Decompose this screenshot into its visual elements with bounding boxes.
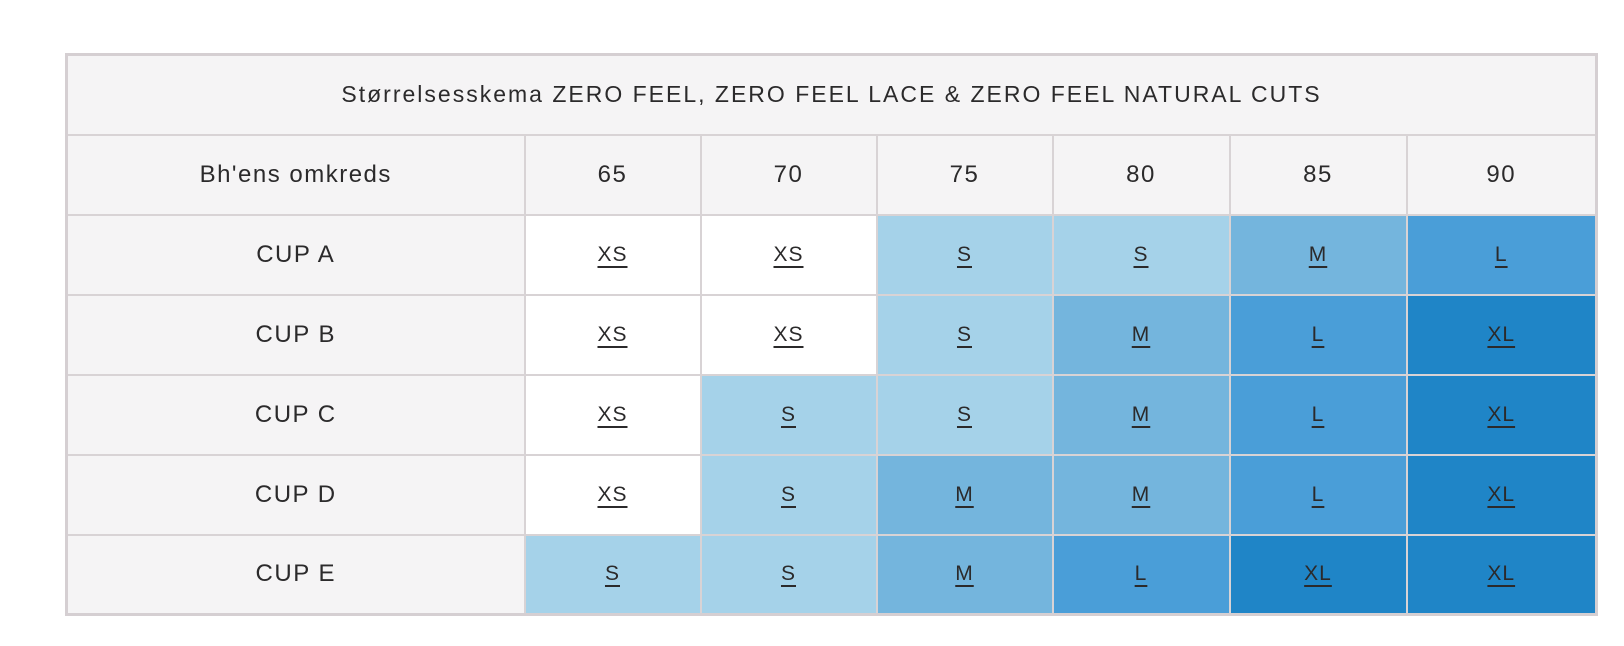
size-cell-cupD-90[interactable]: XL <box>1405 453 1598 536</box>
size-link[interactable]: XS <box>597 482 628 506</box>
row-label-cup-e: CUP E <box>65 533 526 616</box>
size-cell-cupB-80[interactable]: M <box>1051 293 1231 376</box>
size-link[interactable]: M <box>1131 402 1151 426</box>
size-cell-cupC-80[interactable]: M <box>1051 373 1231 456</box>
size-cell-cupA-65[interactable]: XS <box>523 213 702 296</box>
size-cell-cupE-70[interactable]: S <box>699 533 878 616</box>
size-cell-cupB-65[interactable]: XS <box>523 293 702 376</box>
size-link[interactable]: XL <box>1487 562 1516 586</box>
row-label-cup-b: CUP B <box>65 293 526 376</box>
table-row-cup-c: CUP C XS S S M L XL <box>65 373 1598 456</box>
size-link[interactable]: S <box>956 402 972 426</box>
size-cell-cupA-90[interactable]: L <box>1405 213 1598 296</box>
size-cell-cupB-75[interactable]: S <box>875 293 1054 376</box>
title-row: Størrelsesskema ZERO FEEL, ZERO FEEL LAC… <box>65 53 1598 136</box>
size-cell-cupD-80[interactable]: M <box>1051 453 1231 536</box>
size-link[interactable]: L <box>1311 482 1325 506</box>
size-link[interactable]: S <box>780 402 796 426</box>
table-title: Størrelsesskema ZERO FEEL, ZERO FEEL LAC… <box>65 53 1598 136</box>
size-cell-cupA-80[interactable]: S <box>1051 213 1231 296</box>
size-cell-cupE-90[interactable]: XL <box>1405 533 1598 616</box>
row-label-cup-c: CUP C <box>65 373 526 456</box>
header-band-80: 80 <box>1051 133 1231 216</box>
size-link[interactable]: XL <box>1487 482 1516 506</box>
size-cell-cupC-75[interactable]: S <box>875 373 1054 456</box>
size-cell-cupE-75[interactable]: M <box>875 533 1054 616</box>
size-cell-cupA-85[interactable]: M <box>1228 213 1408 296</box>
header-band-65: 65 <box>523 133 702 216</box>
header-band-90: 90 <box>1405 133 1598 216</box>
size-cell-cupC-70[interactable]: S <box>699 373 878 456</box>
size-cell-cupC-65[interactable]: XS <box>523 373 702 456</box>
size-link[interactable]: XS <box>773 322 804 346</box>
size-link[interactable]: XL <box>1487 322 1516 346</box>
size-link[interactable]: XS <box>597 402 628 426</box>
table-row-cup-a: CUP A XS XS S S M L <box>65 213 1598 296</box>
size-link[interactable]: L <box>1311 402 1325 426</box>
size-link[interactable]: XS <box>597 242 628 266</box>
size-cell-cupD-75[interactable]: M <box>875 453 1054 536</box>
size-link[interactable]: S <box>604 562 620 586</box>
size-chart-table: Størrelsesskema ZERO FEEL, ZERO FEEL LAC… <box>65 53 1599 616</box>
size-link[interactable]: M <box>955 562 974 586</box>
row-label-cup-a: CUP A <box>65 213 526 296</box>
size-cell-cupA-75[interactable]: S <box>875 213 1054 296</box>
size-link[interactable]: XS <box>597 322 628 346</box>
size-cell-cupE-65[interactable]: S <box>523 533 702 616</box>
size-link[interactable]: S <box>956 322 972 346</box>
size-chart: Størrelsesskema ZERO FEEL, ZERO FEEL LAC… <box>65 53 1599 616</box>
size-link[interactable]: S <box>956 242 972 266</box>
size-link[interactable]: XL <box>1304 562 1332 586</box>
table-row-cup-d: CUP D XS S M M L XL <box>65 453 1598 536</box>
size-cell-cupB-90[interactable]: XL <box>1405 293 1598 376</box>
header-band-label: Bh'ens omkreds <box>65 133 526 216</box>
size-cell-cupC-85[interactable]: L <box>1228 373 1408 456</box>
size-link[interactable]: M <box>1131 322 1151 346</box>
size-link[interactable]: L <box>1134 562 1148 586</box>
table-row-cup-e: CUP E S S M L XL XL <box>65 533 1598 616</box>
header-band-75: 75 <box>875 133 1054 216</box>
header-row: Bh'ens omkreds 65 70 75 80 85 90 <box>65 133 1598 216</box>
size-link[interactable]: M <box>1308 242 1328 266</box>
size-link[interactable]: S <box>780 482 796 506</box>
size-cell-cupC-90[interactable]: XL <box>1405 373 1598 456</box>
header-band-70: 70 <box>699 133 878 216</box>
size-cell-cupB-70[interactable]: XS <box>699 293 878 376</box>
size-cell-cupA-70[interactable]: XS <box>699 213 878 296</box>
size-cell-cupE-85[interactable]: XL <box>1228 533 1408 616</box>
size-link[interactable]: XL <box>1487 402 1516 426</box>
table-row-cup-b: CUP B XS XS S M L XL <box>65 293 1598 376</box>
size-link[interactable]: S <box>780 562 796 586</box>
size-link[interactable]: L <box>1311 322 1325 346</box>
size-cell-cupE-80[interactable]: L <box>1051 533 1231 616</box>
size-cell-cupD-65[interactable]: XS <box>523 453 702 536</box>
row-label-cup-d: CUP D <box>65 453 526 536</box>
size-link[interactable]: L <box>1494 242 1508 266</box>
header-band-85: 85 <box>1228 133 1408 216</box>
size-cell-cupD-85[interactable]: L <box>1228 453 1408 536</box>
size-cell-cupD-70[interactable]: S <box>699 453 878 536</box>
size-link[interactable]: M <box>1131 482 1151 506</box>
size-cell-cupB-85[interactable]: L <box>1228 293 1408 376</box>
size-link[interactable]: M <box>955 482 974 506</box>
size-link[interactable]: S <box>1133 242 1149 266</box>
size-link[interactable]: XS <box>773 242 804 266</box>
